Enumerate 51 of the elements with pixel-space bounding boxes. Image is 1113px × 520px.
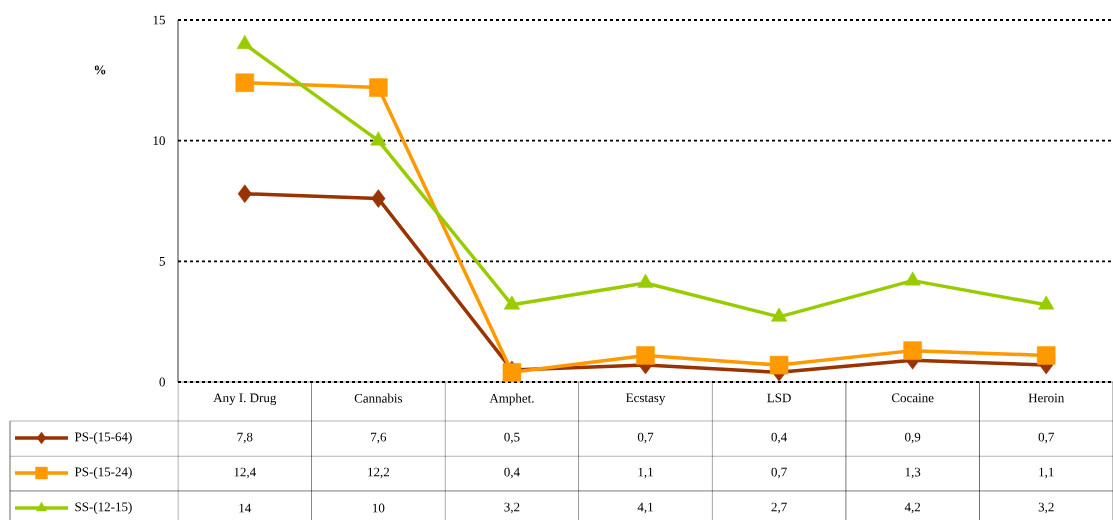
point xyxy=(371,189,386,208)
x-tick-label: Any I. Drug xyxy=(213,393,277,405)
point xyxy=(235,73,255,92)
legend-label: PS-(15-64) xyxy=(74,432,132,444)
data-label: 7,6 xyxy=(371,432,387,444)
data-label: 1,1 xyxy=(1039,467,1054,479)
data-label: 2,7 xyxy=(771,502,787,514)
data-label: 4,2 xyxy=(904,502,921,514)
y-axis-title: % xyxy=(94,65,106,75)
y-tick-label: 15 xyxy=(153,15,165,25)
y-tick-label: 10 xyxy=(153,136,165,146)
point xyxy=(903,341,922,360)
legend-label: PS-(15-24) xyxy=(74,467,132,479)
data-label: 4,1 xyxy=(637,502,653,514)
data-label: 0,5 xyxy=(504,432,520,444)
data-label: 12,2 xyxy=(368,467,390,479)
x-tick-label: Cocaine xyxy=(891,393,934,403)
data-label: 1,3 xyxy=(905,467,921,479)
data-label: 0,7 xyxy=(637,432,654,444)
point xyxy=(370,131,387,146)
point xyxy=(369,78,388,97)
data-label: 14 xyxy=(239,503,252,513)
data-label: 12,4 xyxy=(234,467,256,479)
point xyxy=(636,346,655,365)
data-label: 0,4 xyxy=(771,432,788,444)
data-label: 0,7 xyxy=(771,467,787,479)
x-tick-label: LSD xyxy=(767,393,791,403)
y-tick-label: 5 xyxy=(159,257,165,266)
x-tick-label: Heroin xyxy=(1028,393,1065,403)
point xyxy=(503,295,520,310)
point xyxy=(904,271,921,286)
point xyxy=(637,273,654,288)
y-tick-label: 0 xyxy=(159,377,165,387)
data-label: 10 xyxy=(373,503,385,513)
legend-label: SS-(12-15) xyxy=(75,502,132,514)
point xyxy=(769,355,789,375)
point xyxy=(236,34,253,49)
x-tick-label: Ecstasy xyxy=(626,393,666,405)
point xyxy=(771,307,788,322)
data-label: 1,1 xyxy=(638,467,653,479)
x-tick-label: Amphet. xyxy=(489,393,534,406)
point xyxy=(237,184,252,204)
data-label: 3,2 xyxy=(1038,502,1054,514)
point xyxy=(1036,346,1056,365)
data-label: 3,2 xyxy=(504,502,520,514)
data-label: 0,9 xyxy=(905,432,921,444)
data-label: 7,8 xyxy=(237,432,253,444)
data-label: 0,4 xyxy=(504,467,520,479)
point xyxy=(1038,295,1055,310)
data-label: 0,7 xyxy=(1038,432,1054,444)
x-tick-label: Cannabis xyxy=(354,393,403,403)
